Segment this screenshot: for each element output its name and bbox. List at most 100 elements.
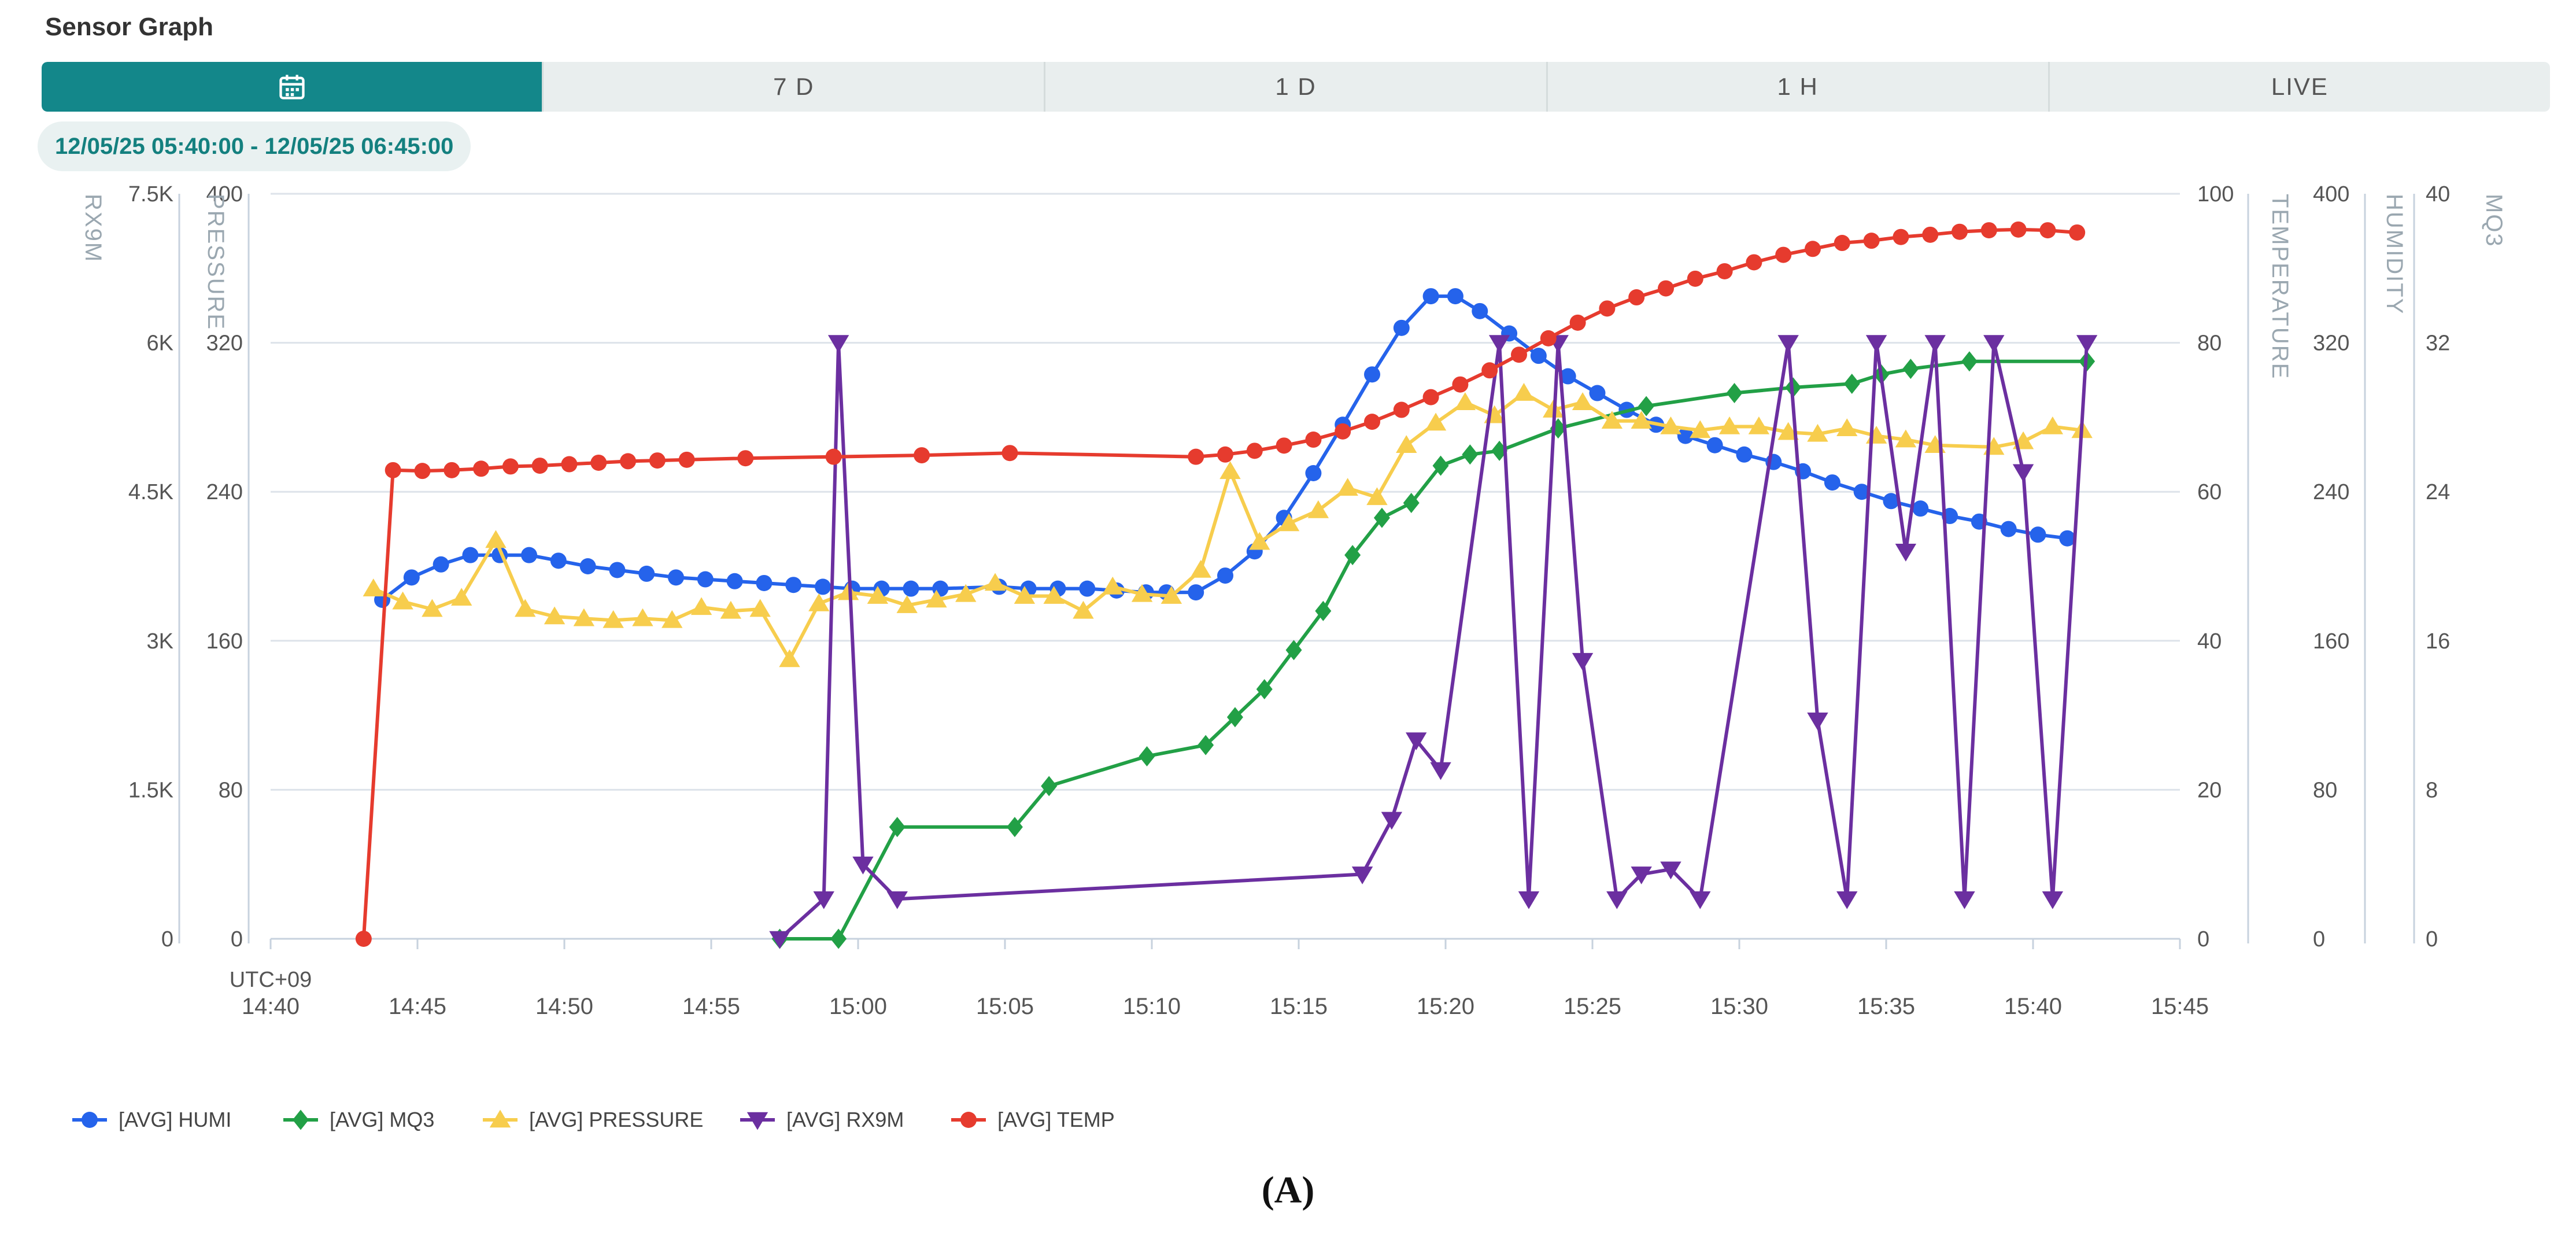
y-tick-label-temperature: 0 [2197, 927, 2209, 952]
data-point-pressure [1131, 584, 1153, 602]
tab-live[interactable]: LIVE [2271, 73, 2329, 100]
data-point-humidity [756, 574, 773, 591]
data-point-humidity [668, 569, 685, 586]
data-point-rx9m [1430, 762, 1451, 780]
legend-label: [AVG] TEMP [997, 1108, 1115, 1131]
data-point-pressure [485, 530, 507, 548]
data-point-pressure [392, 591, 413, 610]
legend-swatch-marker [960, 1112, 977, 1128]
series-line-temperature [361, 227, 2078, 939]
data-point-pressure [1718, 416, 1740, 434]
data-point-pressure [1690, 420, 1711, 438]
data-point-pressure [1249, 532, 1270, 550]
data-point-humidity [1472, 303, 1488, 319]
data-point-humidity [579, 558, 596, 574]
data-point-rx9m [1351, 866, 1373, 884]
sensor-line-chart: 01.5K3K4.5K6K7.5KRX9M080160240320400PRES… [72, 182, 2507, 1131]
data-point-temperature [1364, 414, 1380, 430]
legend-swatch-marker [82, 1112, 98, 1128]
data-point-pressure [1396, 435, 1417, 453]
tab-7d[interactable]: 7 D [544, 62, 1046, 112]
data-point-humidity [433, 556, 449, 573]
date-range-badge[interactable]: 12/05/25 05:40:00 - 12/05/25 06:45:00 [38, 121, 471, 171]
data-point-rx9m [1631, 866, 1652, 884]
data-point-pressure [363, 578, 384, 596]
data-point-temperature [1775, 246, 1792, 263]
data-point-pressure [749, 599, 771, 617]
x-tick-label: 14:45 [389, 994, 446, 1019]
data-point-temperature [590, 454, 607, 471]
data-point-humidity [1706, 437, 1723, 453]
data-point-humidity [1589, 385, 1606, 401]
y-tick-label-rx9m: 1.5K [128, 778, 173, 802]
data-point-mq3 [1006, 817, 1023, 838]
data-point-humidity [1853, 484, 1870, 500]
data-point-pressure [1836, 418, 1858, 437]
data-point-pressure [1102, 576, 1123, 595]
data-point-rx9m [813, 891, 834, 909]
data-point-rx9m [2076, 335, 2098, 353]
data-point-rx9m [1983, 335, 2005, 353]
series-line-humidity [381, 294, 2068, 602]
data-point-pressure [544, 606, 566, 625]
data-point-pressure [1307, 500, 1329, 518]
legend-item-rx9m: [AVG] RX9M [740, 1108, 904, 1131]
y-tick-label-pressure: 160 [206, 629, 243, 654]
x-tick-label: 15:05 [976, 994, 1034, 1019]
data-point-humidity [403, 569, 420, 586]
series-rx9m [769, 335, 2098, 949]
data-point-pressure [1219, 461, 1241, 480]
data-point-temperature [914, 447, 930, 464]
y-tick-label-mq3: 16 [2426, 629, 2450, 654]
y-axis-title-temperature: TEMPERATURE [2267, 194, 2293, 379]
data-point-humidity [726, 573, 743, 589]
data-point-pressure [1454, 392, 1476, 410]
data-point-temperature [1246, 443, 1263, 459]
y-tick-label-mq3: 0 [2426, 927, 2438, 952]
data-point-rx9m [1381, 812, 1403, 830]
data-point-temperature [561, 456, 578, 473]
data-point-temperature [1276, 437, 1292, 454]
data-point-temperature [1746, 254, 1762, 271]
data-point-rx9m [1954, 891, 1975, 909]
y-tick-label-rx9m: 4.5K [128, 480, 173, 504]
y-tick-label-humidity: 160 [2313, 629, 2349, 654]
data-point-pressure [808, 593, 830, 611]
tab-calendar[interactable] [42, 62, 544, 112]
data-point-mq3 [1432, 455, 1449, 476]
tab-1h[interactable]: 1 H [1548, 62, 2050, 112]
data-point-temperature [737, 450, 754, 467]
data-point-pressure [1366, 487, 1388, 506]
data-point-temperature [473, 460, 490, 477]
data-point-rx9m [2042, 891, 2064, 909]
data-point-pressure [1748, 416, 1770, 434]
data-point-mq3 [830, 928, 847, 949]
x-tick-label: 14:50 [535, 994, 593, 1019]
legend-swatch-marker [746, 1112, 768, 1130]
data-point-rx9m [1406, 732, 1427, 751]
x-tick-label: 14:40 [242, 994, 300, 1019]
data-point-pressure [984, 573, 1006, 591]
data-point-pressure [573, 608, 595, 626]
y-axis-title-rx9m: RX9M [80, 194, 106, 263]
data-point-humidity [521, 547, 538, 563]
data-point-temperature [414, 463, 431, 480]
y-axis-title-mq3: MQ3 [2481, 194, 2507, 248]
data-point-humidity [2059, 530, 2076, 547]
data-point-humidity [638, 565, 655, 582]
data-point-humidity [1883, 493, 1899, 510]
data-point-pressure [955, 584, 977, 602]
legend-label: [AVG] RX9M [786, 1108, 904, 1131]
tab-1d[interactable]: 1 D [1045, 62, 1548, 112]
data-point-rx9m [852, 856, 874, 875]
y-tick-label-rx9m: 6K [147, 331, 173, 356]
data-point-temperature [825, 448, 842, 465]
data-point-pressure [1014, 586, 1036, 604]
data-point-temperature [1980, 222, 1997, 239]
x-tick-label: 15:10 [1123, 994, 1181, 1019]
data-point-pressure [1572, 392, 1594, 410]
y-tick-label-rx9m: 7.5K [128, 182, 173, 207]
data-point-pressure [1601, 411, 1623, 429]
y-tick-label-temperature: 80 [2197, 331, 2222, 356]
y-axis-title-humidity: HUMIDITY [2382, 194, 2407, 315]
